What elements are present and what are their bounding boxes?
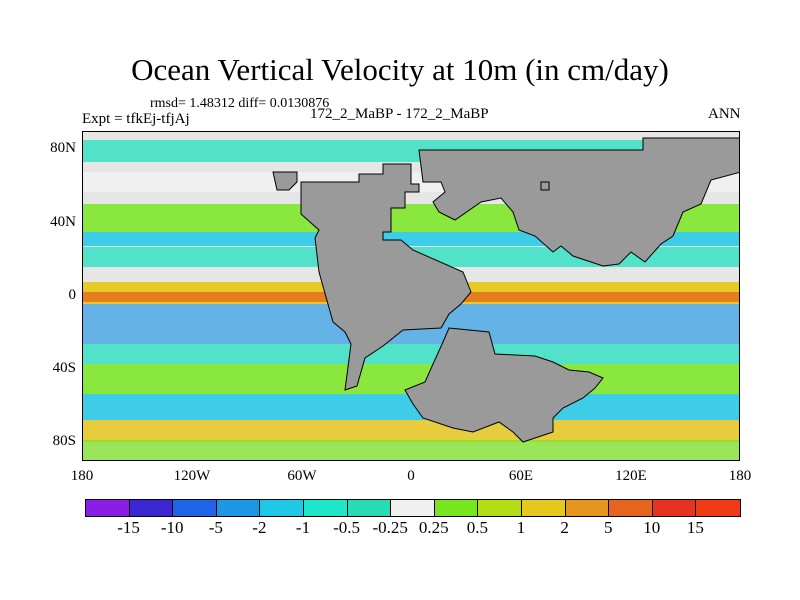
colorbar-swatch (391, 500, 435, 516)
colorbar-swatch (696, 500, 740, 516)
antarctic-band (83, 440, 739, 460)
colorbar-swatch (434, 500, 479, 516)
south-subtropical-band (83, 344, 739, 364)
colorbar-swatch (216, 500, 261, 516)
lon-label: 120W (173, 468, 211, 484)
lon-label: 60E (508, 468, 534, 484)
map-plot (82, 131, 740, 461)
map-svg (83, 132, 739, 460)
colorbar-label: -10 (160, 518, 184, 537)
chart-title: Ocean Vertical Velocity at 10m (in cm/da… (131, 52, 669, 87)
land-small-island (540, 181, 550, 191)
lon-label: 0 (407, 468, 415, 484)
colorbar-swatch (609, 500, 653, 516)
colorbar-label: -0.25 (372, 518, 408, 537)
land-southern-continent (404, 327, 604, 443)
colorbar-label: -15 (117, 518, 140, 537)
colorbar-label: 0.25 (418, 518, 449, 537)
colorbar-label: -0.5 (333, 518, 361, 537)
colorbar (85, 499, 741, 517)
colorbar-swatch (260, 500, 304, 516)
experiment-label: Expt = tfkEj-tfjAj (82, 111, 190, 127)
colorbar-swatch (652, 500, 697, 516)
colorbar-swatch (173, 500, 217, 516)
land-northern-island (272, 171, 298, 191)
colorbar-label: -2 (252, 518, 267, 537)
land-northern-continent (418, 137, 739, 267)
colorbar-label: 2 (560, 518, 569, 537)
lon-label: 120E (615, 468, 647, 484)
colorbar-label: 1 (516, 518, 526, 537)
lon-label: 180 (70, 468, 94, 484)
colorbar-label: 5 (603, 518, 613, 537)
antarctic-positive-band (83, 420, 739, 442)
lat-label: 40N (50, 214, 76, 230)
land-western-continent (300, 163, 472, 391)
colorbar-label: 15 (686, 518, 704, 537)
colorbar-swatch (521, 500, 566, 516)
colorbar-swatch (129, 500, 174, 516)
colorbar-swatch (86, 500, 130, 516)
lat-label: 0 (68, 287, 77, 303)
lon-label: 180 (728, 468, 752, 484)
lat-label: 80S (52, 433, 76, 449)
colorbar-label: 10 (643, 518, 661, 537)
colorbar-swatch (478, 500, 522, 516)
colorbar-swatch (303, 500, 348, 516)
colorbar-swatch (565, 500, 610, 516)
colorbar-label: 0.5 (466, 518, 489, 537)
colorbar-label: -1 (295, 518, 311, 537)
stats-text: rmsd= 1.48312 diff= 0.0130876 (150, 96, 330, 111)
case-label: 172_2_MaBP - 172_2_MaBP (310, 106, 489, 122)
lat-label: 40S (52, 360, 76, 376)
colorbar-label: -5 (208, 518, 223, 537)
colorbar-swatch (347, 500, 392, 516)
season-label: ANN (708, 106, 741, 122)
lat-label: 80N (50, 140, 76, 156)
lon-label: 60W (287, 468, 317, 484)
